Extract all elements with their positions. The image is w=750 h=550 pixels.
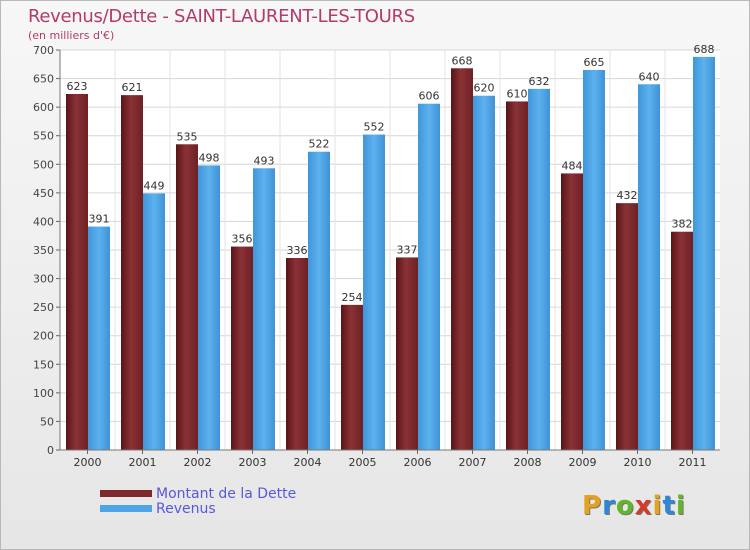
x-tick-label: 2005 (349, 456, 377, 469)
bar-revenue-2003 (253, 168, 275, 451)
logo-letter: i (652, 491, 663, 521)
bar-revenue-2009 (583, 70, 605, 450)
legend-swatch-revenue (100, 505, 152, 512)
value-label-debt-2005: 254 (342, 291, 363, 304)
axes: 0 50 100 150 200 250 300 350 400 450 500 550 600 650 7… (33, 44, 720, 469)
value-label-debt-2003: 356 (232, 233, 253, 246)
value-label-debt-2011: 382 (672, 218, 693, 231)
logo-letter: o (615, 491, 635, 521)
value-label-revenue-2003: 493 (254, 154, 275, 167)
logo-letter: t (662, 491, 676, 521)
bar-debt-2005 (341, 304, 363, 450)
value-label-revenue-2010: 640 (639, 70, 660, 83)
x-tick-label: 2009 (569, 456, 597, 469)
y-tick-label: 500 (33, 158, 54, 171)
bar-revenue-2001 (143, 193, 165, 450)
x-tick-label: 2007 (459, 456, 487, 469)
bar-debt-2000 (66, 94, 88, 450)
logo-letter: r (602, 491, 616, 521)
bar-revenue-2000 (88, 226, 110, 450)
bars (66, 56, 715, 451)
value-label-debt-2008: 610 (507, 87, 528, 100)
bar-debt-2001 (121, 95, 143, 451)
y-tick-label: 400 (33, 215, 54, 228)
value-label-debt-2007: 668 (452, 54, 473, 67)
y-tick-label: 550 (33, 130, 54, 143)
value-label-revenue-2007: 620 (474, 82, 495, 95)
bar-revenue-2011 (693, 56, 715, 450)
y-tick-label: 600 (33, 101, 54, 114)
value-label-revenue-2009: 665 (584, 56, 605, 69)
bar-debt-2010 (616, 203, 638, 450)
bar-debt-2008 (506, 101, 528, 450)
legend-label-debt: Montant de la Dette (156, 486, 297, 502)
x-tick-label: 2001 (129, 456, 157, 469)
bar-revenue-2004 (308, 151, 330, 450)
value-label-revenue-2006: 606 (419, 90, 440, 103)
bar-revenue-2002 (198, 165, 220, 450)
y-tick-label: 100 (33, 387, 54, 400)
y-tick-label: 250 (33, 301, 54, 314)
legend-label-revenue: Revenus (156, 501, 216, 517)
logo-letter: P (582, 491, 603, 521)
value-label-revenue-2004: 522 (309, 138, 330, 151)
value-label-revenue-2001: 449 (144, 179, 165, 192)
y-tick-label: 50 (40, 415, 54, 428)
value-label-revenue-2008: 632 (529, 75, 550, 88)
bar-debt-2011 (671, 231, 693, 450)
value-label-debt-2001: 621 (122, 81, 143, 94)
bar-revenue-2008 (528, 88, 550, 450)
y-tick-label: 300 (33, 273, 54, 286)
x-tick-label: 2011 (679, 456, 707, 469)
y-tick-label: 650 (33, 73, 54, 86)
value-label-revenue-2000: 391 (89, 213, 110, 226)
x-tick-label: 2010 (624, 456, 652, 469)
bar-debt-2003 (231, 246, 253, 450)
bar-revenue-2010 (638, 84, 660, 451)
bar-revenue-2006 (418, 103, 440, 450)
bar-debt-2002 (176, 144, 198, 451)
bar-debt-2007 (451, 68, 473, 451)
chart-title: Revenus/Dette - SAINT-LAURENT-LES-TOURS (28, 6, 415, 27)
value-label-debt-2010: 432 (617, 189, 638, 202)
value-label-revenue-2011: 688 (694, 43, 715, 56)
x-tick-label: 2006 (404, 456, 432, 469)
bar-revenue-2007 (473, 95, 495, 450)
y-tick-label: 0 (47, 444, 54, 457)
value-label-debt-2000: 623 (67, 80, 88, 93)
value-label-revenue-2002: 498 (199, 151, 220, 164)
logo-letter: x (634, 491, 653, 521)
x-tick-label: 2008 (514, 456, 542, 469)
x-tick-label: 2004 (294, 456, 322, 469)
bar-debt-2004 (286, 258, 308, 450)
x-tick-label: 2000 (74, 456, 102, 469)
chart-subtitle: (en milliers d'€) (28, 29, 115, 42)
y-tick-label: 450 (33, 187, 54, 200)
value-label-debt-2004: 336 (287, 244, 308, 257)
bar-debt-2006 (396, 257, 418, 450)
x-tick-label: 2002 (184, 456, 212, 469)
value-label-revenue-2005: 552 (364, 121, 385, 134)
proxiti-logo: Proxiti (582, 491, 686, 521)
y-tick-label: 150 (33, 358, 54, 371)
y-tick-label: 350 (33, 244, 54, 257)
y-tick-label: 200 (33, 330, 54, 343)
bar-debt-2009 (561, 173, 583, 450)
value-label-debt-2002: 535 (177, 130, 198, 143)
logo-letter: i (675, 491, 686, 521)
x-tick-label: 2003 (239, 456, 267, 469)
legend-swatch-debt (100, 490, 152, 497)
value-label-debt-2009: 484 (562, 159, 583, 172)
bar-revenue-2005 (363, 134, 385, 451)
y-tick-label: 700 (33, 44, 54, 57)
value-label-debt-2006: 337 (397, 243, 418, 256)
